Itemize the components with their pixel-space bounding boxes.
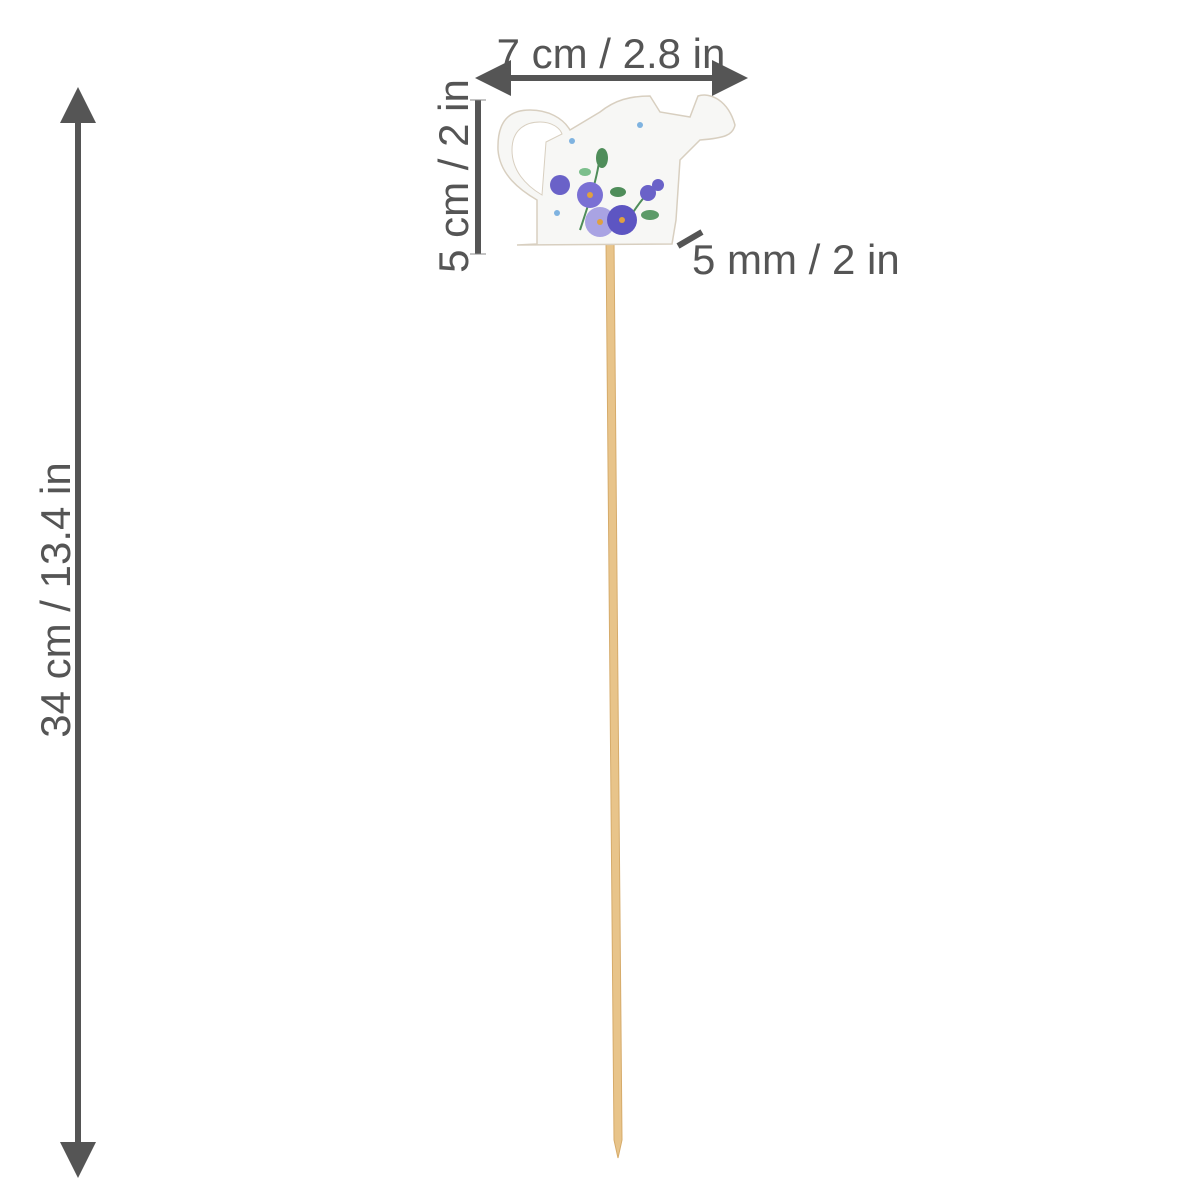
thickness-mark — [676, 229, 704, 249]
floral-print — [550, 122, 664, 237]
height-label: 5 cm / 2 in — [430, 79, 477, 273]
bamboo-stick — [605, 239, 623, 1159]
length-label: 34 cm / 13.4 in — [32, 462, 79, 737]
thickness-label: 5 mm / 2 in — [692, 236, 900, 283]
width-label: 7 cm / 2.8 in — [497, 30, 726, 77]
watering-can-card — [497, 94, 736, 246]
